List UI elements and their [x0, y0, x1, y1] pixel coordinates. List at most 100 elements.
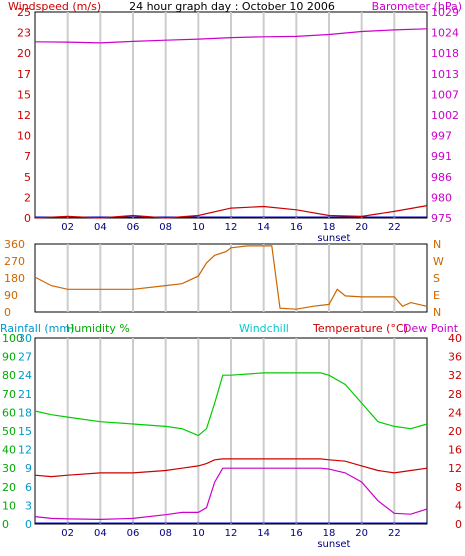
y2-tick-label: 1024 [431, 27, 459, 40]
rain-tick-label: 12 [18, 444, 32, 457]
x-tick-label: 10 [192, 222, 205, 233]
x-tick-label: 22 [388, 528, 401, 539]
x-tick-label: 14 [257, 528, 270, 539]
y2-tick-label: N [433, 306, 441, 319]
y-tick-label: 0 [4, 306, 11, 319]
humidity-tick-label: 50 [2, 425, 16, 438]
y2-tick-label: 975 [431, 212, 452, 225]
x-tick-label: 10 [192, 528, 205, 539]
rain-tick-label: 30 [18, 332, 32, 345]
dewpoint-axis-title: Dew Point [403, 322, 459, 335]
rain-tick-label: 9 [25, 462, 32, 475]
x-tick-label: 12 [225, 222, 238, 233]
temperature-line [34, 458, 428, 478]
y-tick-label: 2 [24, 191, 31, 204]
y-tick-label: 5 [24, 171, 31, 184]
humidity-tick-label: 40 [2, 444, 16, 457]
x-tick-label: 18 [323, 222, 336, 233]
rain-tick-label: 27 [18, 351, 32, 364]
humidity-axis-title: Humidity % [66, 322, 130, 335]
y2-tick-label: E [433, 289, 440, 302]
x-tick-label: 06 [127, 528, 140, 539]
sunset-label: sunset [317, 539, 350, 550]
left-axis-title: Windspeed (m/s) [8, 0, 101, 13]
y2-tick-label: 1007 [431, 88, 459, 101]
y-tick-label: 90 [4, 289, 18, 302]
x-tick-label: 02 [61, 528, 74, 539]
y2-tick-label: N [433, 238, 441, 251]
y-tick-label: 25 [17, 6, 31, 19]
humidity-tick-label: 0 [2, 518, 9, 531]
x-tick-label: 06 [127, 222, 140, 233]
temp-tick-label: 32 [448, 369, 462, 382]
humidity-line [34, 372, 428, 437]
x-tick-label: 14 [257, 222, 270, 233]
y-tick-label: 15 [17, 88, 31, 101]
x-tick-label: 04 [94, 528, 107, 539]
y-tick-label: 10 [17, 130, 31, 143]
y2-tick-label: 1013 [431, 68, 459, 81]
temp-tick-label: 24 [448, 406, 462, 419]
rainfall-axis-title: Rainfall (mm) [0, 322, 74, 335]
temp-tick-label: 0 [455, 518, 462, 531]
temp-tick-label: 20 [448, 425, 462, 438]
rain-tick-label: 0 [25, 518, 32, 531]
x-tick-label: 08 [159, 222, 172, 233]
y-tick-label: 20 [17, 47, 31, 60]
y2-tick-label: 991 [431, 150, 452, 163]
y-tick-label: 0 [24, 212, 31, 225]
x-tick-label: 12 [225, 528, 238, 539]
y2-tick-label: 986 [431, 171, 452, 184]
y-tick-label: 12 [17, 109, 31, 122]
rain-tick-label: 3 [25, 499, 32, 512]
humidity-tick-label: 80 [2, 369, 16, 382]
y2-tick-label: W [433, 255, 444, 268]
humidity-tick-label: 30 [2, 462, 16, 475]
humidity-tick-label: 10 [2, 499, 16, 512]
y-tick-label: 360 [4, 238, 25, 251]
y2-tick-label: 997 [431, 130, 452, 143]
rain-tick-label: 21 [18, 388, 32, 401]
rain-tick-label: 24 [18, 369, 32, 382]
temperature-axis-title: Temperature (°C) [312, 322, 408, 335]
x-tick-label: 20 [355, 222, 368, 233]
rain-tick-label: 6 [25, 481, 32, 494]
humidity-tick-label: 20 [2, 481, 16, 494]
temp-tick-label: 8 [455, 481, 462, 494]
rain-tick-label: 15 [18, 425, 32, 438]
y2-tick-label: 980 [431, 191, 452, 204]
y2-tick-label: S [433, 272, 440, 285]
y2-tick-label: 1029 [431, 6, 459, 19]
temp-humidity-panel: Rainfall (mm)Humidity % Windchill Temperat… [0, 322, 462, 550]
windchill-label: Windchill [239, 322, 289, 335]
temp-tick-label: 40 [448, 332, 462, 345]
wind-baro-panel: Windspeed (m/s) 24 hour graph day : Octob… [8, 0, 462, 244]
x-tick-label: 04 [94, 222, 107, 233]
x-tick-label: 02 [61, 222, 74, 233]
temp-tick-label: 36 [448, 351, 462, 364]
rain-tick-label: 18 [18, 406, 32, 419]
right-axis-title: Barometer (hPa) [372, 0, 462, 13]
x-tick-label: 16 [290, 528, 303, 539]
temp-tick-label: 28 [448, 388, 462, 401]
humidity-tick-label: 70 [2, 388, 16, 401]
x-tick-label: 08 [159, 528, 172, 539]
y-tick-label: 7 [24, 150, 31, 163]
x-tick-label: 16 [290, 222, 303, 233]
y-tick-label: 180 [4, 272, 25, 285]
temp-tick-label: 12 [448, 462, 462, 475]
wind-direction-line [34, 245, 428, 310]
chart-title: 24 hour graph day : October 10 2006 [129, 0, 335, 13]
windspeed-line [34, 205, 428, 219]
x-tick-label: 18 [323, 528, 336, 539]
y-tick-label: 23 [17, 27, 31, 40]
x-tick-label: 20 [355, 528, 368, 539]
dewpoint-line [34, 467, 428, 521]
humidity-tick-label: 60 [2, 406, 16, 419]
humidity-tick-label: 100 [2, 332, 23, 345]
humidity-tick-label: 90 [2, 351, 16, 364]
barometer-line [34, 28, 428, 44]
y2-tick-label: 1018 [431, 47, 459, 60]
